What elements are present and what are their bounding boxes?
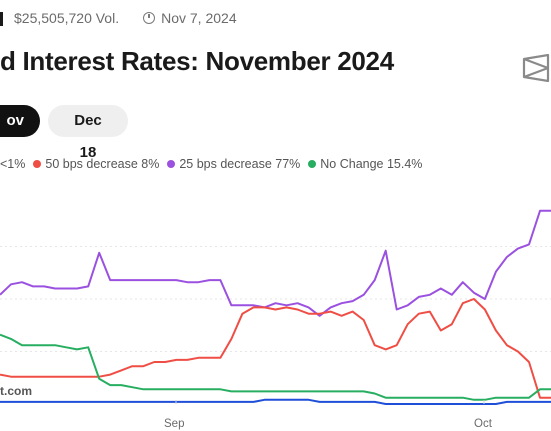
- legend-label: No Change 15.4%: [320, 157, 423, 171]
- market-title: d Interest Rates: November 2024: [0, 46, 394, 76]
- x-tick-label: Sep: [164, 418, 185, 430]
- polymarket-logo-icon: [522, 54, 550, 82]
- series-line-1: [0, 298, 551, 399]
- legend-item-25bps: 25 bps decrease 77%: [167, 157, 300, 171]
- legend-label: 50 bps decrease 8%: [45, 157, 160, 171]
- legend-item-under-1: <1%: [0, 157, 25, 171]
- legend-dot: [308, 160, 317, 168]
- legend-label: 25 bps decrease 77%: [179, 157, 301, 171]
- meta-marker: [0, 12, 3, 26]
- x-tick-label: Oct: [474, 418, 492, 430]
- series-line-3: [0, 398, 551, 405]
- market-meta: $25,505,720 Vol. Nov 7, 2024: [0, 10, 237, 26]
- series-line-2: [0, 333, 551, 401]
- price-history-chart[interactable]: [0, 190, 551, 406]
- chart-legend: <1% 50 bps decrease 8% 25 bps decrease 7…: [0, 157, 430, 171]
- legend-item-no-change: No Change 15.4%: [308, 157, 422, 171]
- watermark-text: t.com: [0, 384, 35, 398]
- legend-item-50bps: 50 bps decrease 8%: [33, 157, 159, 171]
- legend-label: <1%: [0, 157, 26, 171]
- clock-icon: [143, 12, 156, 24]
- tab-nov-7[interactable]: ov 7: [0, 105, 40, 161]
- legend-dot: [33, 160, 42, 168]
- series-line-0: [0, 209, 551, 317]
- tab-dec-18[interactable]: Dec 18: [48, 105, 128, 161]
- volume-text: $25,505,720 Vol.: [14, 10, 120, 26]
- legend-dot: [167, 160, 176, 168]
- end-date-text: Nov 7, 2024: [161, 10, 237, 26]
